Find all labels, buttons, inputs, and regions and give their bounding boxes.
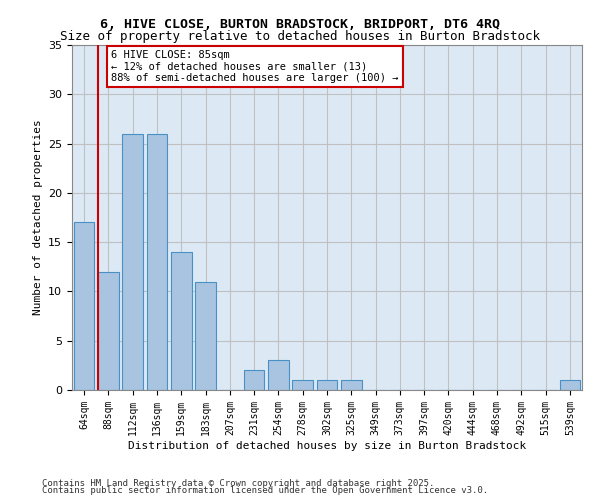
Bar	[317, 380, 337, 390]
Text: 6 HIVE CLOSE: 85sqm
← 12% of detached houses are smaller (13)
88% of semi-detach: 6 HIVE CLOSE: 85sqm ← 12% of detached ho…	[111, 50, 398, 83]
Bar	[341, 380, 362, 390]
Text: Contains public sector information licensed under the Open Government Licence v3: Contains public sector information licen…	[42, 486, 488, 495]
Y-axis label: Number of detached properties: Number of detached properties	[32, 120, 43, 316]
Bar	[74, 222, 94, 390]
Bar	[171, 252, 191, 390]
X-axis label: Distribution of detached houses by size in Burton Bradstock: Distribution of detached houses by size …	[128, 440, 526, 450]
Text: 6, HIVE CLOSE, BURTON BRADSTOCK, BRIDPORT, DT6 4RQ: 6, HIVE CLOSE, BURTON BRADSTOCK, BRIDPOR…	[100, 18, 500, 30]
Bar	[244, 370, 265, 390]
Text: Contains HM Land Registry data © Crown copyright and database right 2025.: Contains HM Land Registry data © Crown c…	[42, 478, 434, 488]
Bar	[268, 360, 289, 390]
Bar	[560, 380, 580, 390]
Bar	[98, 272, 119, 390]
Text: Size of property relative to detached houses in Burton Bradstock: Size of property relative to detached ho…	[60, 30, 540, 43]
Bar	[292, 380, 313, 390]
Bar	[146, 134, 167, 390]
Bar	[195, 282, 216, 390]
Bar	[122, 134, 143, 390]
